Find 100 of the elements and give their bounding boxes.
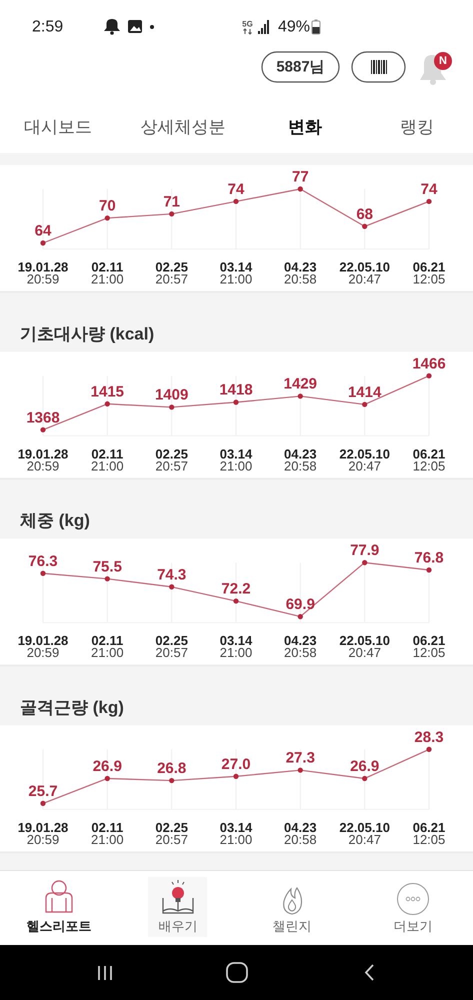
point: [233, 198, 239, 204]
data-label: 1415: [90, 383, 124, 400]
data-label: 1414: [348, 384, 382, 401]
x-tick-label: 19.01.28 20:59: [18, 260, 68, 286]
text: 5G: [242, 20, 253, 28]
x-tick-label: 02.11 21:00: [91, 633, 124, 660]
data-label: 1429: [284, 376, 318, 393]
point: [40, 427, 46, 432]
x-tick-label: 03.14 21:00: [220, 633, 254, 660]
x-tick-label: 06.21 12:05: [412, 260, 446, 286]
data-label: 74.3: [157, 566, 186, 584]
point: [169, 778, 174, 784]
point: [362, 776, 368, 782]
data-label: 74: [228, 180, 245, 198]
data-label: 27.0: [221, 756, 251, 773]
data-label: 1466: [412, 355, 446, 372]
point: [104, 215, 110, 221]
data-label: 25.7: [28, 782, 58, 800]
data-label: 77: [292, 168, 309, 186]
x-tick-label: 06.21 12:05: [412, 446, 446, 474]
point: [426, 567, 432, 573]
data-label: 64: [34, 222, 52, 240]
data-label: 76.8: [414, 550, 444, 567]
data-label: 26.9: [350, 758, 380, 775]
point: [298, 186, 303, 192]
x-tick-label: 06.21 12:05: [412, 633, 446, 660]
chart-title: 기초대사량 (kcal): [20, 324, 154, 344]
text: 대시보드: [24, 118, 92, 136]
data-label: 26.9: [92, 758, 122, 775]
point: [104, 576, 110, 582]
data-label: 69.9: [286, 596, 315, 614]
data-label: 26.8: [157, 760, 186, 778]
x-tick-label: 03.14 21:00: [220, 820, 254, 847]
data-label: 70: [98, 198, 116, 215]
text: 랭킹: [400, 118, 434, 136]
chart-title: 골격근량 (kg): [20, 698, 124, 717]
data-label: 27.3: [286, 750, 315, 767]
point: [426, 373, 432, 378]
point: [298, 614, 303, 620]
x-tick-label: 02.11 21:00: [91, 820, 124, 847]
point: [426, 746, 432, 752]
point: [233, 400, 239, 405]
data-label: 72.2: [221, 580, 251, 598]
point: [362, 224, 368, 229]
x-tick-label: 22.05.10 20:47: [339, 260, 390, 286]
text: 2:59: [32, 18, 64, 36]
x-tick-label: 19.01.28 20:59: [18, 820, 68, 847]
x-tick-label: 04.23 20:58: [284, 633, 317, 660]
text: N: [439, 55, 448, 67]
text: 49%: [278, 18, 310, 36]
point: [40, 570, 46, 576]
x-tick-label: 19.01.28 20:59: [18, 446, 68, 474]
data-label: 76.3: [28, 552, 58, 570]
point: [233, 774, 239, 779]
point: [169, 584, 174, 590]
data-label: 1418: [219, 382, 253, 399]
x-tick-label: 02.25 20:57: [155, 446, 188, 474]
x-tick-label: 02.25 20:57: [155, 633, 188, 660]
text: 더보기: [394, 918, 432, 934]
point: [298, 768, 303, 773]
data-label: 75.5: [92, 558, 122, 576]
text: 헬스리포트: [26, 918, 92, 934]
x-tick-label: 06.21 12:05: [412, 820, 446, 847]
point: [362, 402, 368, 408]
x-tick-label: 03.14 21:00: [220, 260, 254, 286]
data-label: 1409: [154, 386, 188, 404]
point: [298, 394, 303, 399]
x-tick-label: 22.05.10 20:47: [339, 446, 390, 474]
data-label: 74: [420, 180, 438, 198]
text: 변화: [288, 118, 322, 136]
data-label: 68: [356, 206, 374, 223]
x-tick-label: 03.14 21:00: [220, 446, 254, 474]
data-label: 28.3: [414, 728, 444, 746]
point: [233, 598, 239, 604]
x-tick-label: 02.11 21:00: [91, 446, 124, 474]
x-tick-label: 02.11 21:00: [91, 260, 124, 286]
x-tick-label: 04.23 20:58: [284, 446, 317, 474]
data-label: 71: [163, 193, 180, 210]
x-tick-label: 22.05.10 20:47: [339, 820, 390, 847]
x-tick-label: 04.23 20:58: [284, 260, 317, 286]
point: [104, 776, 110, 782]
data-label: 1368: [26, 409, 60, 426]
point: [362, 560, 368, 566]
x-tick-label: 02.25 20:57: [155, 820, 188, 847]
data-label: 77.9: [350, 542, 380, 560]
text: 배우기: [158, 918, 198, 934]
point: [169, 404, 174, 410]
point: [40, 240, 46, 246]
chart-title: 체중 (kg): [19, 511, 90, 530]
x-tick-label: 22.05.10 20:47: [339, 633, 390, 660]
point: [426, 198, 432, 204]
x-tick-label: 04.23 20:58: [284, 820, 317, 847]
x-tick-label: 02.25 20:57: [155, 260, 188, 286]
point: [169, 211, 174, 217]
text: 챌린지: [272, 918, 312, 934]
text: 5887님: [276, 58, 325, 76]
x-tick-label: 19.01.28 20:59: [18, 633, 68, 660]
point: [104, 401, 110, 406]
text: 상세체성분: [140, 118, 226, 136]
point: [40, 800, 46, 806]
